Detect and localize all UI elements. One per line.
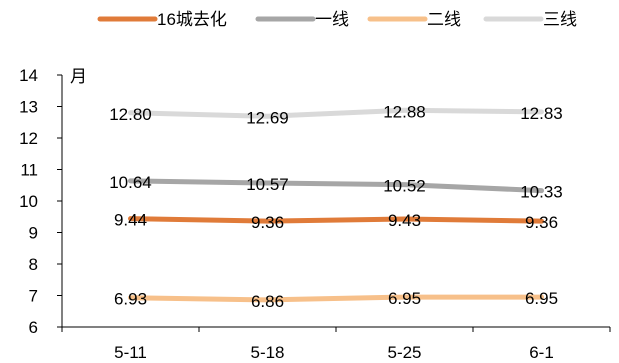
data-label: 10.52 [383, 177, 426, 196]
series-line-0 [128, 216, 544, 224]
series-line-2 [128, 294, 544, 303]
y-tick-label: 11 [20, 161, 38, 180]
y-axis-label: 月 [70, 67, 87, 86]
y-tick-label: 12 [19, 129, 38, 148]
axes: 6 7 8 9 10 11 12 13 14 5-11 5-18 5-25 6-1 [19, 66, 611, 362]
y-tick-label: 13 [19, 98, 38, 117]
data-label: 9.36 [525, 213, 558, 232]
series-lines [128, 107, 544, 303]
data-label: 12.88 [383, 102, 426, 121]
x-tick-label: 5-11 [114, 343, 147, 362]
data-label: 9.44 [114, 211, 147, 230]
data-label: 10.64 [109, 173, 152, 192]
y-tick-label: 8 [29, 255, 38, 274]
y-tick-label: 9 [29, 224, 38, 243]
legend-label: 16城去化 [157, 10, 227, 29]
data-label: 9.43 [388, 211, 421, 230]
data-label: 6.86 [251, 292, 284, 311]
x-tick-label: 5-25 [387, 343, 421, 362]
data-label: 12.69 [246, 108, 289, 127]
data-label: 6.95 [388, 289, 421, 308]
data-labels: 9.44 9.36 9.43 9.36 10.64 10.57 10.52 10.33 6.93… [109, 102, 563, 311]
data-label: 12.80 [109, 105, 152, 124]
legend-label: 三线 [543, 10, 577, 29]
data-label: 10.57 [246, 175, 289, 194]
x-tick-label: 6-1 [529, 343, 554, 362]
data-label: 12.83 [520, 104, 563, 123]
data-label: 6.93 [114, 290, 147, 309]
y-tick-label: 10 [19, 192, 38, 211]
y-tick-label: 7 [29, 287, 38, 306]
y-tick-label: 6 [29, 318, 38, 337]
y-tick-label: 14 [19, 66, 38, 85]
legend-label: 一线 [315, 10, 349, 29]
series-line-3 [128, 107, 544, 119]
legend: 16城去化 一线 二线 三线 [97, 10, 577, 29]
data-label: 9.36 [251, 213, 284, 232]
series-line-1 [128, 178, 544, 194]
data-label: 10.33 [520, 183, 563, 202]
data-label: 6.95 [525, 289, 558, 308]
x-tick-label: 5-18 [250, 343, 284, 362]
legend-label: 二线 [427, 10, 461, 29]
